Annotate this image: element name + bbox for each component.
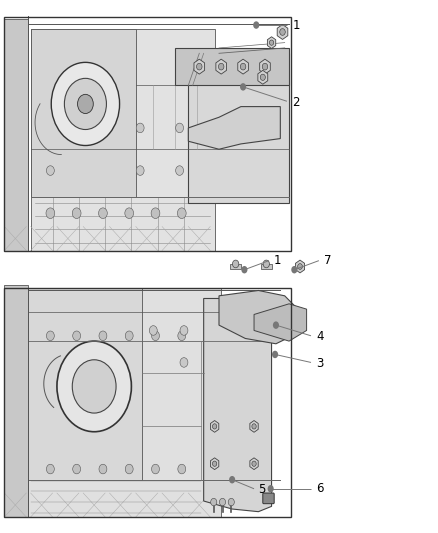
Polygon shape — [250, 421, 258, 432]
Circle shape — [197, 63, 202, 70]
Circle shape — [46, 166, 54, 175]
Circle shape — [219, 63, 224, 70]
Circle shape — [233, 260, 239, 268]
Text: 7: 7 — [324, 254, 332, 267]
Circle shape — [46, 208, 55, 219]
Polygon shape — [216, 59, 226, 74]
Circle shape — [51, 62, 120, 146]
Polygon shape — [210, 458, 219, 470]
Circle shape — [229, 476, 235, 483]
Text: 1: 1 — [293, 19, 300, 31]
Polygon shape — [210, 421, 219, 432]
Circle shape — [149, 326, 157, 335]
Circle shape — [252, 461, 256, 466]
Bar — [2, 273, 315, 522]
Polygon shape — [219, 290, 298, 344]
Text: 2: 2 — [293, 96, 300, 109]
Circle shape — [136, 166, 144, 175]
Circle shape — [240, 63, 246, 70]
Circle shape — [125, 208, 134, 219]
Circle shape — [99, 208, 107, 219]
FancyBboxPatch shape — [230, 264, 241, 269]
Circle shape — [252, 424, 256, 429]
Circle shape — [228, 498, 234, 506]
Circle shape — [180, 326, 188, 335]
Circle shape — [99, 464, 107, 474]
Polygon shape — [250, 458, 258, 470]
Text: 3: 3 — [316, 357, 324, 370]
FancyBboxPatch shape — [263, 493, 274, 504]
FancyBboxPatch shape — [188, 53, 289, 203]
Circle shape — [263, 260, 269, 268]
Circle shape — [211, 498, 217, 506]
Circle shape — [152, 464, 159, 474]
Circle shape — [177, 208, 186, 219]
Circle shape — [269, 40, 274, 45]
Bar — [4, 288, 291, 517]
Bar — [2, 13, 313, 264]
Bar — [31, 29, 215, 251]
Circle shape — [176, 123, 184, 133]
Circle shape — [72, 208, 81, 219]
Circle shape — [253, 21, 259, 29]
Text: 1: 1 — [274, 254, 281, 267]
Bar — [28, 288, 221, 517]
Circle shape — [178, 464, 186, 474]
Bar — [4, 17, 291, 251]
Circle shape — [268, 485, 274, 492]
Circle shape — [136, 123, 144, 133]
Circle shape — [273, 321, 279, 329]
Polygon shape — [277, 25, 288, 39]
Polygon shape — [188, 107, 280, 149]
Circle shape — [241, 266, 247, 273]
Circle shape — [46, 331, 54, 341]
Circle shape — [46, 464, 54, 474]
Polygon shape — [194, 59, 205, 74]
Circle shape — [151, 208, 160, 219]
Circle shape — [240, 83, 246, 91]
Circle shape — [125, 331, 133, 341]
Polygon shape — [204, 298, 272, 512]
Circle shape — [280, 29, 285, 35]
Circle shape — [78, 94, 93, 114]
Polygon shape — [296, 260, 304, 273]
FancyBboxPatch shape — [175, 48, 289, 85]
Circle shape — [99, 331, 107, 341]
Polygon shape — [238, 59, 248, 74]
Polygon shape — [260, 59, 270, 74]
Bar — [28, 288, 142, 480]
Bar — [4, 19, 28, 251]
Circle shape — [272, 351, 278, 358]
Polygon shape — [258, 70, 268, 84]
Circle shape — [298, 264, 302, 269]
Bar — [31, 29, 136, 197]
Bar — [4, 285, 28, 517]
Circle shape — [73, 464, 81, 474]
Text: 6: 6 — [316, 482, 324, 495]
Circle shape — [291, 266, 297, 273]
Circle shape — [72, 360, 116, 413]
Circle shape — [180, 358, 188, 367]
Circle shape — [64, 78, 106, 130]
Circle shape — [219, 498, 226, 506]
Circle shape — [178, 331, 186, 341]
Text: 5: 5 — [258, 483, 266, 496]
Text: 4: 4 — [316, 330, 324, 343]
Circle shape — [212, 424, 217, 429]
Circle shape — [125, 464, 133, 474]
FancyBboxPatch shape — [261, 264, 272, 269]
Circle shape — [73, 331, 81, 341]
Circle shape — [176, 166, 184, 175]
Circle shape — [262, 63, 268, 70]
Polygon shape — [254, 304, 307, 341]
Circle shape — [260, 74, 265, 80]
Circle shape — [57, 341, 131, 432]
Circle shape — [152, 331, 159, 341]
Circle shape — [212, 461, 217, 466]
Polygon shape — [267, 37, 276, 49]
